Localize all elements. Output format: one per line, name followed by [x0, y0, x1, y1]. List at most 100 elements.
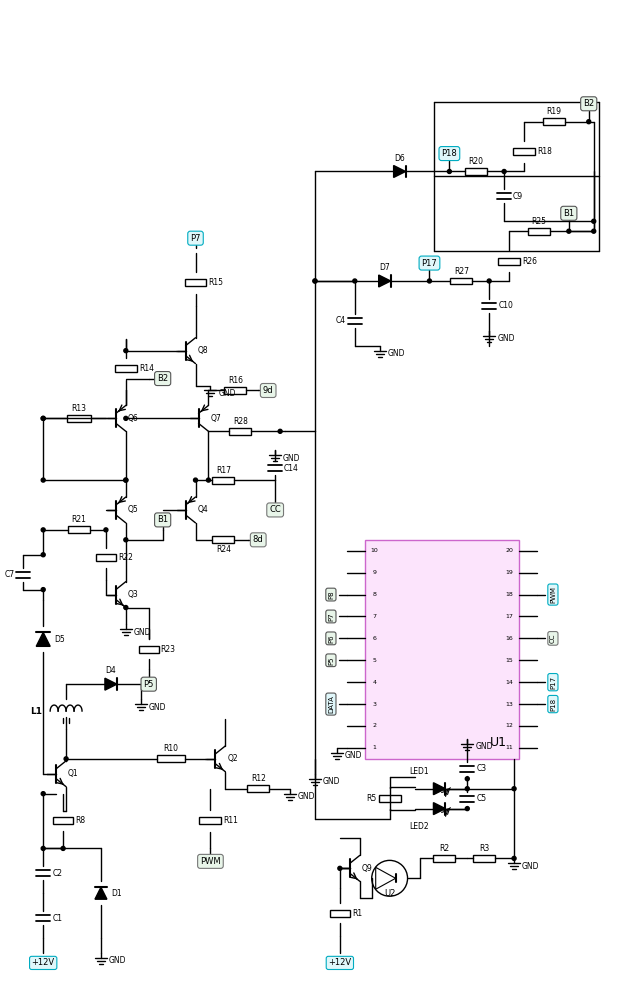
Text: R25: R25 — [532, 217, 547, 226]
Bar — [474, 855, 495, 862]
Text: C14: C14 — [284, 464, 299, 473]
Circle shape — [338, 866, 342, 870]
Circle shape — [124, 478, 128, 482]
Text: 7: 7 — [373, 614, 377, 619]
Text: R28: R28 — [233, 417, 248, 426]
Bar — [543, 118, 565, 125]
Text: B2: B2 — [157, 374, 168, 383]
Text: 9: 9 — [373, 570, 377, 575]
Text: +12V: +12V — [328, 958, 352, 967]
Text: Q1: Q1 — [68, 769, 79, 778]
Polygon shape — [95, 887, 107, 899]
Text: R27: R27 — [454, 267, 469, 276]
Text: 2: 2 — [373, 723, 377, 728]
Text: P18: P18 — [441, 149, 457, 158]
Text: Q9: Q9 — [361, 864, 373, 873]
Circle shape — [41, 588, 45, 592]
Text: R16: R16 — [228, 376, 243, 385]
Text: C9: C9 — [513, 192, 523, 201]
Text: Q4: Q4 — [197, 505, 208, 514]
Text: GND: GND — [109, 956, 126, 965]
Text: R13: R13 — [72, 404, 87, 413]
Bar — [68, 526, 90, 533]
Text: C1: C1 — [52, 914, 62, 923]
Text: 8d: 8d — [253, 535, 264, 544]
Text: R12: R12 — [251, 774, 266, 783]
Polygon shape — [394, 166, 405, 177]
Circle shape — [207, 478, 210, 482]
Text: 3: 3 — [373, 702, 377, 707]
Text: Q6: Q6 — [128, 414, 139, 423]
Circle shape — [465, 807, 469, 811]
Bar — [513, 148, 535, 155]
Text: GND: GND — [323, 777, 340, 786]
Polygon shape — [105, 678, 117, 690]
Text: 8: 8 — [373, 592, 376, 597]
Bar — [212, 477, 235, 484]
Text: B2: B2 — [583, 99, 594, 108]
Text: R17: R17 — [216, 466, 231, 475]
Text: R3: R3 — [479, 844, 490, 853]
Circle shape — [428, 279, 431, 283]
Bar — [199, 817, 222, 824]
Text: R23: R23 — [161, 645, 176, 654]
Bar — [433, 855, 456, 862]
Text: GND: GND — [134, 628, 151, 637]
Bar — [184, 279, 207, 286]
Polygon shape — [379, 275, 391, 287]
Text: P17: P17 — [422, 259, 438, 268]
Circle shape — [592, 219, 595, 223]
Text: Q7: Q7 — [210, 414, 221, 423]
Circle shape — [41, 416, 45, 420]
Text: 13: 13 — [505, 702, 513, 707]
Bar — [53, 817, 73, 824]
Circle shape — [41, 478, 45, 482]
Text: PWM: PWM — [200, 857, 221, 866]
Text: 4: 4 — [373, 680, 377, 685]
Text: D7: D7 — [379, 263, 390, 272]
Text: P5: P5 — [328, 656, 334, 665]
Text: P18: P18 — [550, 698, 556, 711]
Text: 20: 20 — [505, 548, 513, 553]
Text: P17: P17 — [550, 676, 556, 689]
Bar — [139, 646, 158, 653]
Text: 9d: 9d — [263, 386, 274, 395]
Circle shape — [587, 120, 591, 124]
Circle shape — [41, 528, 45, 532]
Text: Q8: Q8 — [197, 346, 208, 355]
Text: R24: R24 — [216, 545, 231, 554]
Circle shape — [487, 279, 491, 283]
Circle shape — [61, 846, 65, 850]
Text: R20: R20 — [469, 157, 483, 166]
Text: 11: 11 — [505, 745, 513, 750]
Text: LED2: LED2 — [410, 822, 430, 831]
Circle shape — [124, 478, 128, 482]
Bar — [330, 910, 350, 917]
Text: PWM: PWM — [550, 586, 556, 603]
Text: LED1: LED1 — [410, 767, 430, 776]
Text: U2: U2 — [384, 889, 396, 898]
Text: GND: GND — [387, 349, 405, 358]
Circle shape — [313, 279, 317, 283]
Circle shape — [124, 538, 128, 542]
Text: D5: D5 — [54, 635, 65, 644]
Circle shape — [64, 757, 68, 761]
Text: 14: 14 — [505, 680, 513, 685]
Text: CC: CC — [550, 634, 556, 643]
Bar — [247, 785, 269, 792]
Text: L1: L1 — [30, 707, 42, 716]
Circle shape — [502, 169, 506, 173]
Circle shape — [41, 416, 45, 420]
Text: DATA: DATA — [328, 695, 334, 713]
Text: P6: P6 — [328, 634, 334, 643]
Text: 19: 19 — [505, 570, 513, 575]
Bar — [498, 258, 520, 265]
Text: R15: R15 — [209, 278, 223, 287]
Text: 10: 10 — [371, 548, 379, 553]
Circle shape — [512, 787, 516, 791]
Text: D6: D6 — [394, 154, 405, 163]
Bar — [451, 278, 472, 284]
Circle shape — [353, 279, 357, 283]
Circle shape — [124, 606, 128, 610]
Bar — [157, 755, 184, 762]
